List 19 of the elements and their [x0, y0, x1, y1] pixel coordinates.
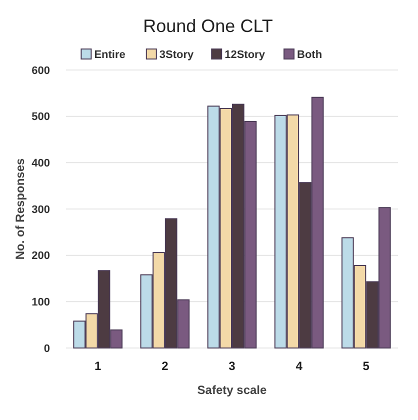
- legend-label: 12Story: [224, 49, 266, 61]
- x-tick-label: 1: [94, 359, 102, 373]
- y-tick-label: 500: [32, 111, 50, 124]
- y-tick-label: 200: [32, 250, 50, 262]
- y-tick-label: 100: [32, 296, 50, 309]
- legend-label: 3Story: [159, 49, 195, 61]
- x-tick-label: 2: [162, 359, 169, 373]
- y-axis-title: No. of Responses: [13, 158, 27, 260]
- y-tick-label: 0: [44, 342, 50, 355]
- y-tick-label: 400: [32, 158, 50, 170]
- y-tick-label: 300: [32, 204, 50, 216]
- legend-label: Both: [297, 49, 322, 61]
- legend-label: Entire: [94, 49, 126, 61]
- chart-title: Round One CLT: [143, 16, 273, 36]
- x-tick-label: 4: [296, 359, 303, 373]
- y-tick-label: 600: [32, 64, 50, 77]
- x-tick-label: 3: [228, 359, 236, 373]
- x-axis-title: Safety scale: [197, 383, 268, 397]
- x-tick-label: 5: [362, 359, 370, 373]
